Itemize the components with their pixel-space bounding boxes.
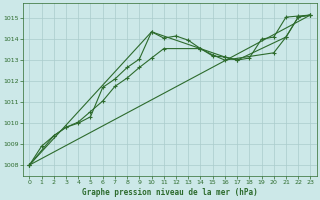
X-axis label: Graphe pression niveau de la mer (hPa): Graphe pression niveau de la mer (hPa) [82, 188, 258, 197]
